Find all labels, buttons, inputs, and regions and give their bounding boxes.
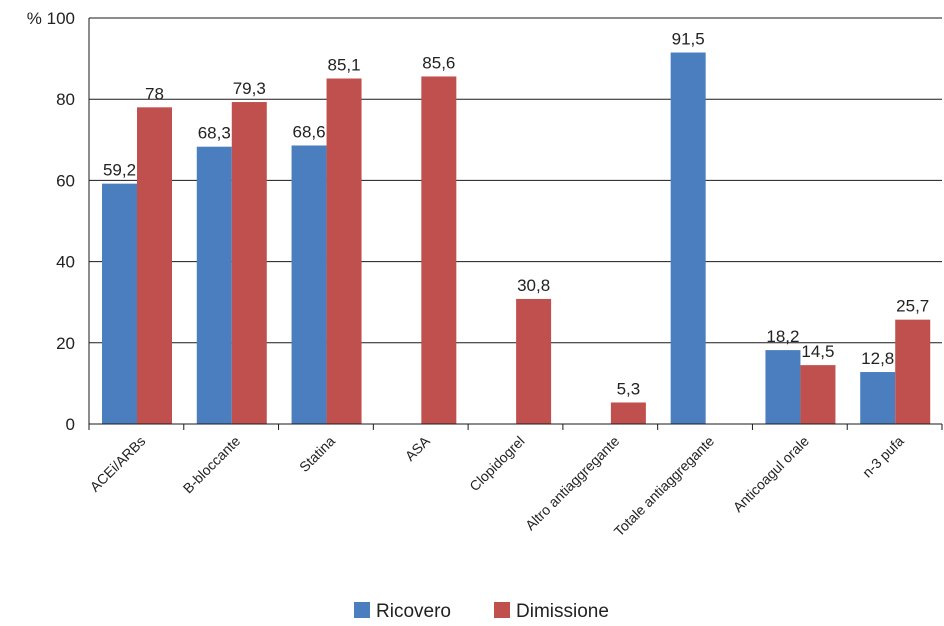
bar-dimissione [610,402,646,424]
data-labels: 59,2 68,3 68,6 91,5 18,2 12,8 78 79,3 85,1 85,6 30… [103,30,929,399]
x-tick-label: B-bloccante [180,433,244,497]
y-tick-label: % 100 [27,9,75,28]
x-tick-label: Altro antiaggregante [522,433,623,534]
y-tick-label: 60 [56,171,75,190]
legend-label: Ricovero [376,601,451,622]
y-tick-label: 40 [56,253,75,272]
bar-ricovero [765,350,801,424]
data-label: 5,3 [617,379,641,398]
data-label: 14,5 [801,342,834,361]
data-label: 12,8 [861,349,894,368]
x-tick-label: Totale antiaggregante [611,433,718,540]
legend-label: Dimissione [516,601,609,622]
x-tick-label: n-3 pufa [859,433,907,481]
legend-swatch [494,602,510,618]
data-label: 79,3 [233,79,266,98]
data-label: 78 [145,84,164,103]
data-label: 25,7 [896,297,929,316]
x-tick-label: Anticoagul orale [730,433,812,515]
data-label: 30,8 [517,276,550,295]
data-label: 59,2 [103,161,136,180]
y-tick-label: 20 [56,334,75,353]
x-tick-label: ACEi/ARBs [87,433,149,495]
y-tick-label: 80 [56,90,75,109]
bar-dimissione [516,298,552,424]
bar-ricovero [102,183,137,424]
data-label: 85,1 [328,55,361,74]
data-label: 68,3 [198,124,231,143]
bar-dimissione [326,78,362,424]
bar-dimissione [895,319,931,424]
y-tick-label: 0 [66,415,75,434]
legend-swatch [354,602,370,618]
x-tick-label: ASA [402,432,434,464]
bar-ricovero [670,52,706,424]
data-label: 68,6 [293,122,326,141]
x-tick-label: Statina [296,433,338,475]
bar-dimissione [137,107,172,424]
bar-dimissione [800,365,836,424]
bar-ricovero [291,145,327,424]
bars [102,52,931,425]
data-label: 18,2 [766,327,799,346]
bar-ricovero [196,146,232,424]
data-label: 85,6 [422,53,455,72]
x-tick-label: Clopidogrel [466,433,527,494]
legend: Ricovero Dimissione [354,601,609,622]
data-label: 91,5 [672,30,705,49]
bar-dimissione [231,102,267,425]
bar-dimissione [421,76,457,425]
bar-ricovero [860,372,896,424]
